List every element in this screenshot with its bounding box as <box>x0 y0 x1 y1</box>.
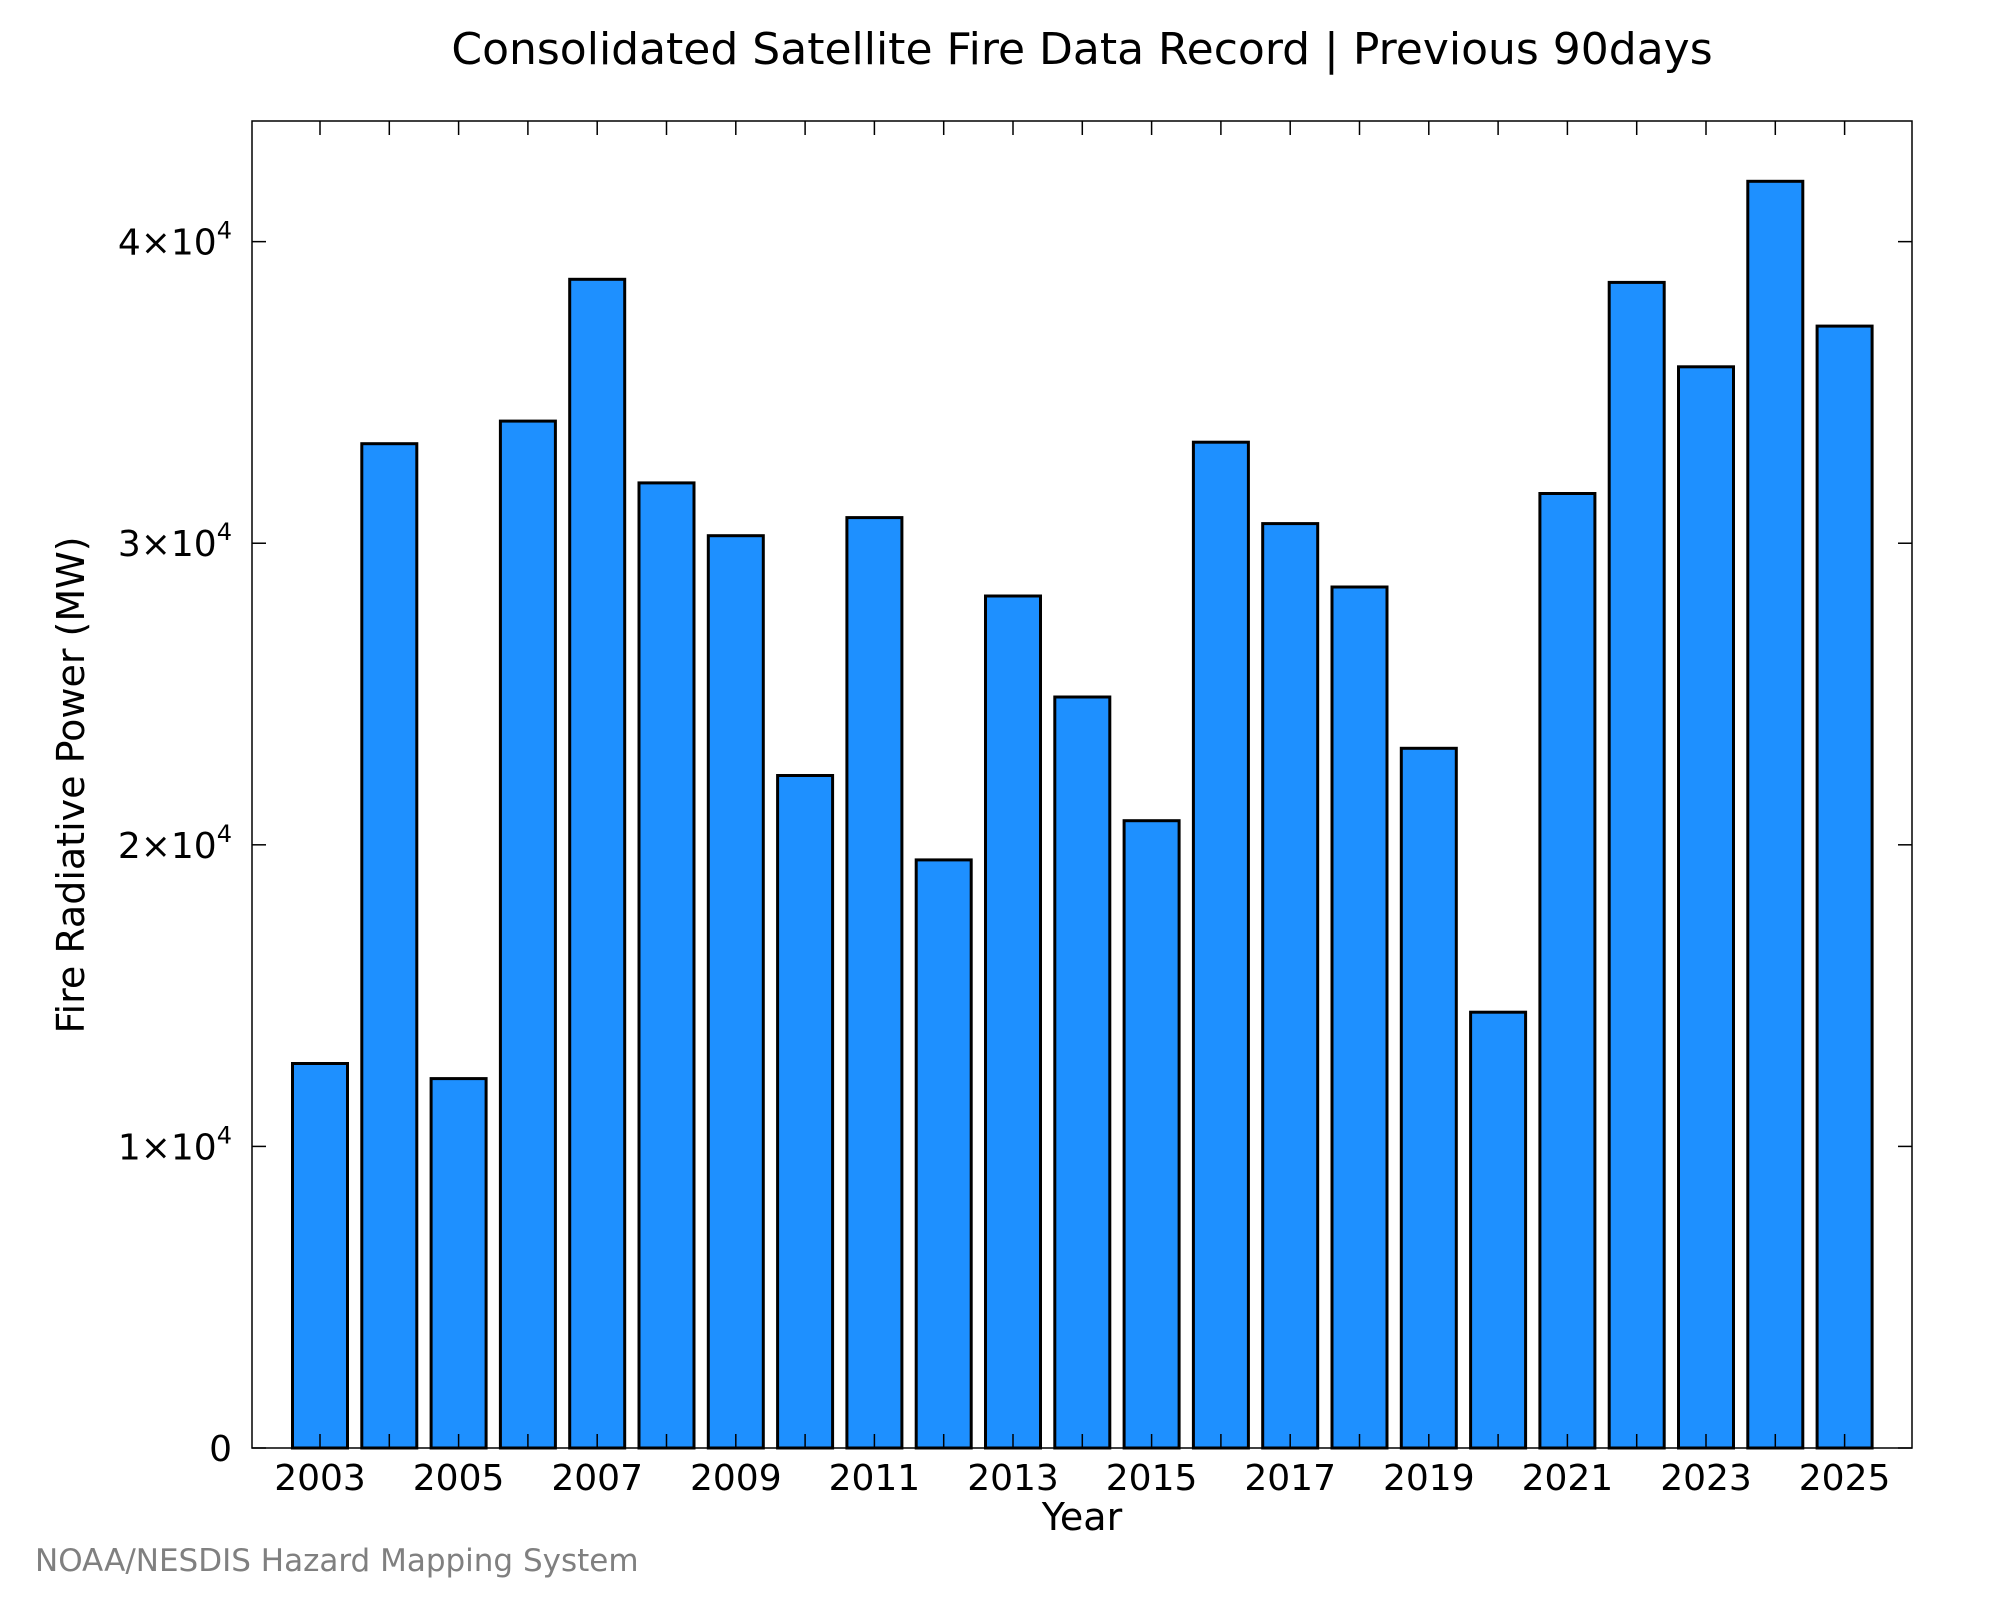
bar-2022 <box>1607 280 1666 1450</box>
bar-2010 <box>776 774 835 1450</box>
x-tick-label-2013: 2013 <box>967 1458 1059 1499</box>
bar-2014 <box>1053 695 1112 1450</box>
x-tick-label-2005: 2005 <box>413 1458 505 1499</box>
x-tick-label-2015: 2015 <box>1106 1458 1198 1499</box>
bar-2019 <box>1399 746 1458 1450</box>
bar-2013 <box>984 594 1042 1450</box>
x-tick-label-2007: 2007 <box>551 1458 643 1499</box>
bar-2020 <box>1469 1010 1528 1450</box>
bar-2024 <box>1746 179 1805 1450</box>
x-tick-label-2019: 2019 <box>1383 1458 1475 1499</box>
y-tick-label-2: 2×104 <box>118 820 232 867</box>
y-tick-label-0: 0 <box>209 1429 232 1470</box>
bar-2006 <box>498 419 557 1450</box>
x-axis-label: Year <box>1041 1495 1123 1539</box>
y-axis-ticks: 0 1×104 2×104 3×104 4×104 <box>118 217 1912 1470</box>
bar-2008 <box>637 481 696 1450</box>
bar-2016 <box>1191 440 1250 1450</box>
x-tick-label-2023: 2023 <box>1660 1458 1752 1499</box>
x-tick-label-2009: 2009 <box>690 1458 782 1499</box>
chart-title: Consolidated Satellite Fire Data Record … <box>451 24 1712 75</box>
bar-series <box>291 179 1874 1450</box>
x-axis-ticks: 2003 2005 2007 2009 2011 2013 2015 2017 2019 2021… <box>274 121 1890 1499</box>
bar-2007 <box>568 277 627 1450</box>
bar-2012 <box>914 858 973 1450</box>
bar-2021 <box>1538 492 1597 1450</box>
x-tick-label-2017: 2017 <box>1244 1458 1336 1499</box>
y-tick-label-1: 1×104 <box>118 1121 232 1168</box>
x-tick-label-2011: 2011 <box>829 1458 921 1499</box>
bar-2017 <box>1261 522 1320 1450</box>
bar-2009 <box>706 534 765 1450</box>
y-tick-label-3: 3×104 <box>118 518 232 565</box>
y-tick-label-4: 4×104 <box>118 217 232 264</box>
x-tick-label-2025: 2025 <box>1799 1458 1891 1499</box>
bar-2004 <box>360 442 419 1450</box>
bar-2025 <box>1815 324 1874 1450</box>
bar-2003 <box>291 1062 349 1450</box>
credit-text: NOAA/NESDIS Hazard Mapping System <box>35 1543 639 1579</box>
bar-2018 <box>1330 585 1389 1450</box>
bar-2011 <box>845 516 904 1450</box>
x-tick-label-2021: 2021 <box>1522 1458 1614 1499</box>
bar-2023 <box>1677 365 1735 1450</box>
bar-2015 <box>1122 819 1181 1450</box>
bar-2005 <box>429 1077 488 1450</box>
x-tick-label-2003: 2003 <box>274 1458 366 1499</box>
y-axis-label: Fire Radiative Power (MW) <box>49 536 93 1033</box>
